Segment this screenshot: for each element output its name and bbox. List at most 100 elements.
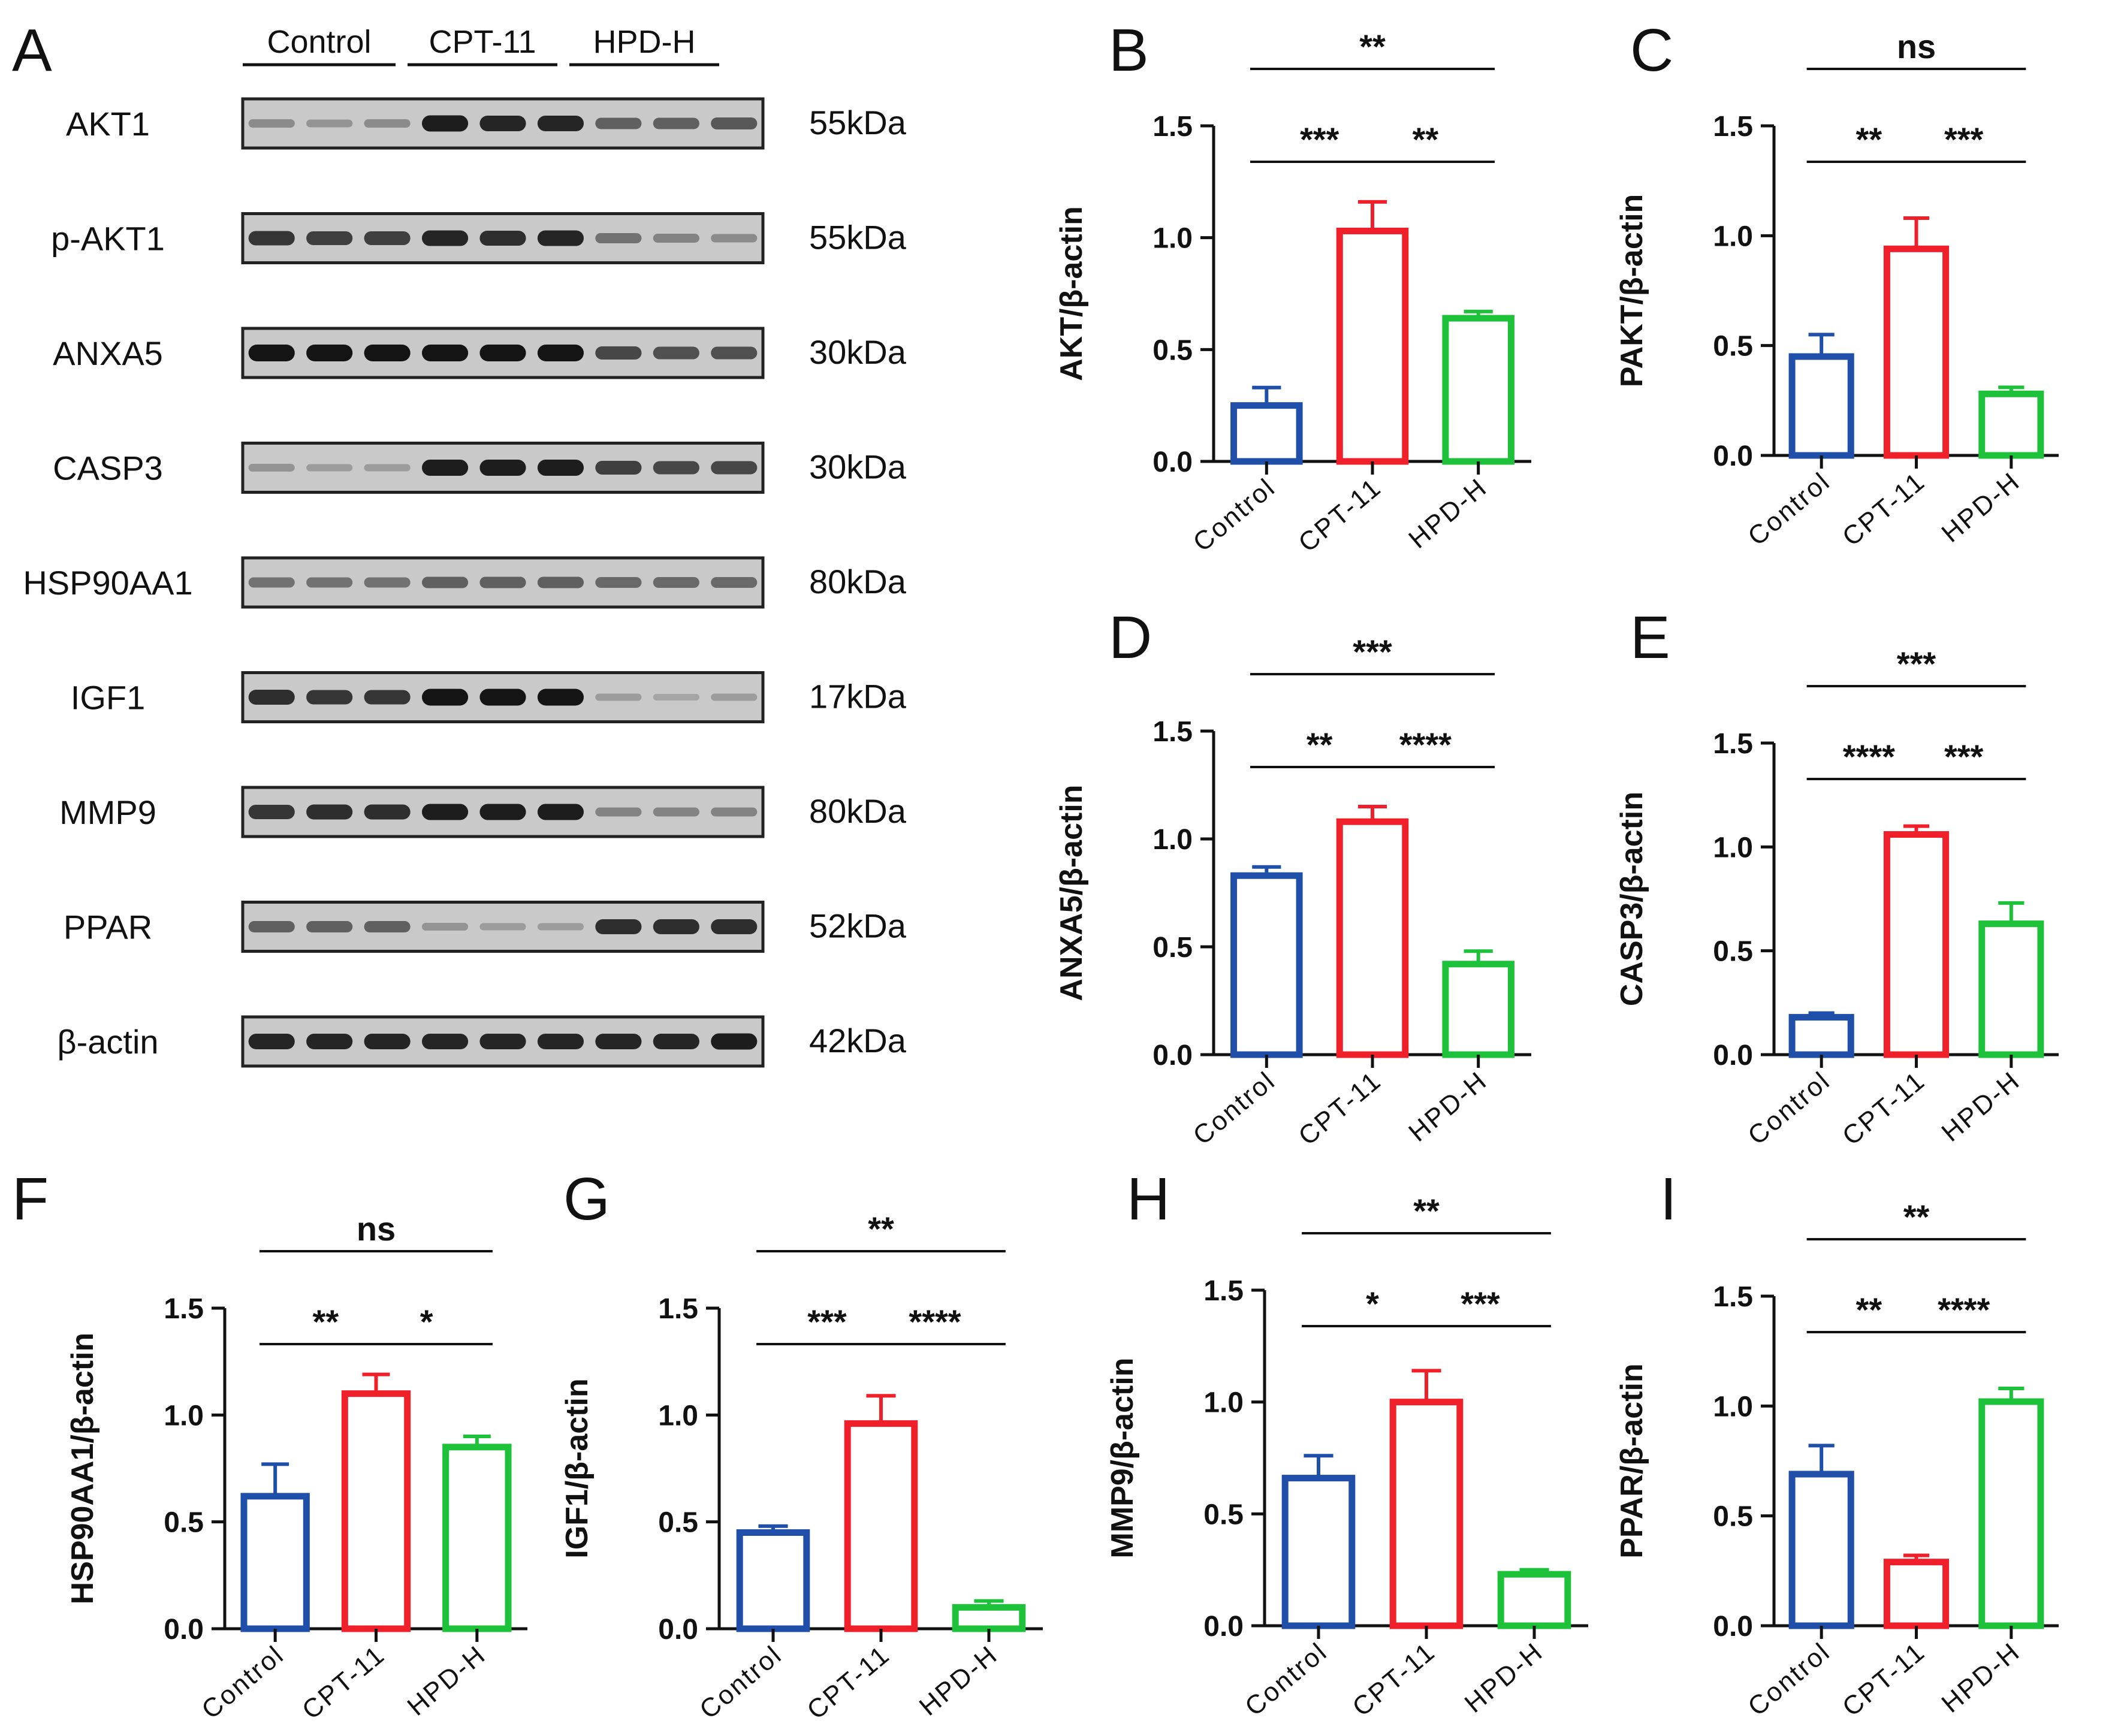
y-axis-label: CASP3/β-actin <box>1615 792 1649 1006</box>
y-axis-label: AKT/β-actin <box>1054 206 1089 381</box>
blot-band <box>306 119 353 128</box>
x-tick-label: Control <box>1742 1065 1836 1151</box>
significance-label: *** <box>1353 633 1392 671</box>
blot-band <box>479 689 526 706</box>
bar-cpt-11 <box>341 1390 411 1632</box>
y-tick-label: 0.5 <box>1152 334 1193 366</box>
blot-band <box>248 690 295 705</box>
blot-band <box>711 234 758 243</box>
x-tick-label: Control <box>694 1640 788 1725</box>
blot-band <box>364 231 411 245</box>
bar-hpd-h <box>1442 961 1514 1058</box>
blot-band <box>421 804 469 820</box>
blot-band <box>248 805 295 819</box>
panel-label-B: B <box>1109 17 1149 84</box>
protein-label-4: HSP90AA1 <box>23 564 192 602</box>
y-tick-label: 0.5 <box>1713 936 1753 968</box>
y-axis-label: PAKT/β-actin <box>1615 194 1649 388</box>
bar-hpd-h <box>1978 1398 2044 1629</box>
x-tick-label: CPT-11 <box>801 1640 895 1725</box>
y-tick-label: 1.0 <box>1713 221 1753 252</box>
blot-band <box>711 1033 758 1050</box>
y-axis-label: IGF1/β-actin <box>560 1378 595 1558</box>
size-label-8: 42kDa <box>809 1022 907 1059</box>
group-header-0: Control <box>267 24 371 60</box>
blot-band <box>248 1034 295 1049</box>
blot-band <box>537 345 584 361</box>
protein-label-8: β-actin <box>57 1023 158 1061</box>
chart-B: B 0.0 0.5 1.0 1.5 AKT/β-actin Control CPT-11 HPD… <box>1054 17 1531 558</box>
blot-band <box>421 576 469 588</box>
y-axis-label: ANXA5/β-actin <box>1054 784 1089 1001</box>
y-tick-label: 0.5 <box>1713 1501 1753 1533</box>
chart-F: F 0.0 0.5 1.0 1.5 HSP90AA1/β-actin Control CPT-… <box>12 1166 527 1725</box>
bar-cpt-11 <box>1336 227 1409 465</box>
bar-control <box>240 1493 310 1632</box>
blot-band <box>711 807 758 817</box>
y-tick-label: 0.5 <box>1152 932 1193 964</box>
blot-band <box>537 923 584 931</box>
x-tick-label: Control <box>1188 1065 1281 1151</box>
bar-cpt-11 <box>844 1420 918 1632</box>
bar-hpd-h <box>1497 1571 1571 1629</box>
protein-label-7: PPAR <box>64 908 152 946</box>
blot-band <box>653 461 699 475</box>
y-tick-label: 1.5 <box>1203 1275 1244 1307</box>
significance-label: *** <box>1944 120 1984 158</box>
size-label-2: 30kDa <box>809 333 907 371</box>
protein-label-6: MMP9 <box>59 793 156 831</box>
chart-I: I 0.0 0.5 1.0 1.5 PPAR/β-actin Control CPT-11 HP… <box>1615 1166 2059 1722</box>
significance-label: * <box>1366 1285 1379 1323</box>
bar-control <box>1230 402 1303 465</box>
x-tick-label: CPT-11 <box>1837 466 1931 552</box>
significance-label: ** <box>1856 120 1882 158</box>
y-tick-label: 1.5 <box>1152 716 1193 748</box>
blot-band <box>364 1034 411 1049</box>
blot-band <box>421 923 469 931</box>
blot-band <box>248 345 295 361</box>
western-blot-panel: A Control CPT-11 HPD-H AKT1 55kDa p-AKT1 55kDa A… <box>12 17 907 1068</box>
protein-label-2: ANXA5 <box>53 334 163 372</box>
blot-band <box>364 921 411 932</box>
blot-band <box>653 234 699 243</box>
bar-control <box>1788 1471 1854 1629</box>
significance-label: ** <box>1413 120 1439 158</box>
blot-band <box>479 576 526 588</box>
x-tick-label: Control <box>1742 466 1836 551</box>
blot-band <box>537 116 584 131</box>
x-tick-label: CPT-11 <box>1347 1637 1441 1722</box>
y-tick-label: 1.5 <box>164 1293 204 1325</box>
chart-E: E 0.0 0.5 1.0 1.5 CASP3/β-actin Control CPT-11 H… <box>1615 604 2059 1151</box>
protein-label-0: AKT1 <box>66 105 150 143</box>
bar-hpd-h <box>1978 390 2044 459</box>
blot-band <box>653 694 699 701</box>
blot-band <box>537 230 584 246</box>
bar-cpt-11 <box>1883 1559 1950 1629</box>
blot-band <box>595 577 642 588</box>
group-header-2: HPD-H <box>593 24 696 60</box>
significance-label: *** <box>807 1303 847 1341</box>
significance-label: ** <box>1856 1291 1882 1329</box>
blot-band <box>479 1034 526 1049</box>
y-tick-label: 0.0 <box>1152 446 1193 478</box>
y-tick-label: 0.0 <box>1203 1611 1244 1643</box>
x-tick-label: CPT-11 <box>1293 1065 1387 1151</box>
bar-hpd-h <box>1978 920 2044 1058</box>
significance-label: **** <box>909 1303 961 1341</box>
x-tick-label: CPT-11 <box>1293 472 1387 558</box>
blot-band <box>248 464 295 472</box>
x-tick-label: CPT-11 <box>1837 1065 1931 1151</box>
blot-band <box>421 1034 469 1049</box>
chart-C: C 0.0 0.5 1.0 1.5 PAKT/β-actin Control CPT-11 HP… <box>1615 17 2059 552</box>
x-tick-label: HPD-H <box>1403 1065 1493 1148</box>
chart-H: H 0.0 0.5 1.0 1.5 MMP9/β-actin Control CPT-11 HP… <box>1105 1166 1588 1722</box>
size-label-6: 80kDa <box>809 792 907 830</box>
size-label-7: 52kDa <box>809 907 907 945</box>
significance-label: * <box>420 1303 433 1341</box>
size-label-1: 55kDa <box>809 219 907 256</box>
x-tick-label: Control <box>196 1640 289 1725</box>
y-tick-label: 0.0 <box>1713 1040 1753 1071</box>
blot-band <box>537 576 584 588</box>
y-axis-label: HSP90AA1/β-actin <box>65 1333 100 1605</box>
